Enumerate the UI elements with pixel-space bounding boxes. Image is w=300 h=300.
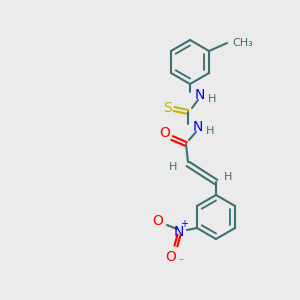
- Text: H: H: [169, 162, 177, 172]
- Text: CH₃: CH₃: [232, 38, 253, 48]
- Text: O: O: [166, 250, 176, 264]
- Text: N: N: [174, 225, 184, 239]
- Text: N: N: [193, 120, 203, 134]
- Text: O: O: [160, 126, 170, 140]
- Text: H: H: [224, 172, 232, 182]
- Text: N: N: [195, 88, 205, 102]
- Text: H: H: [208, 94, 216, 104]
- Text: +: +: [180, 219, 188, 229]
- Text: ⁻: ⁻: [178, 257, 184, 267]
- Text: O: O: [152, 214, 164, 228]
- Text: S: S: [164, 101, 172, 115]
- Text: H: H: [206, 126, 214, 136]
